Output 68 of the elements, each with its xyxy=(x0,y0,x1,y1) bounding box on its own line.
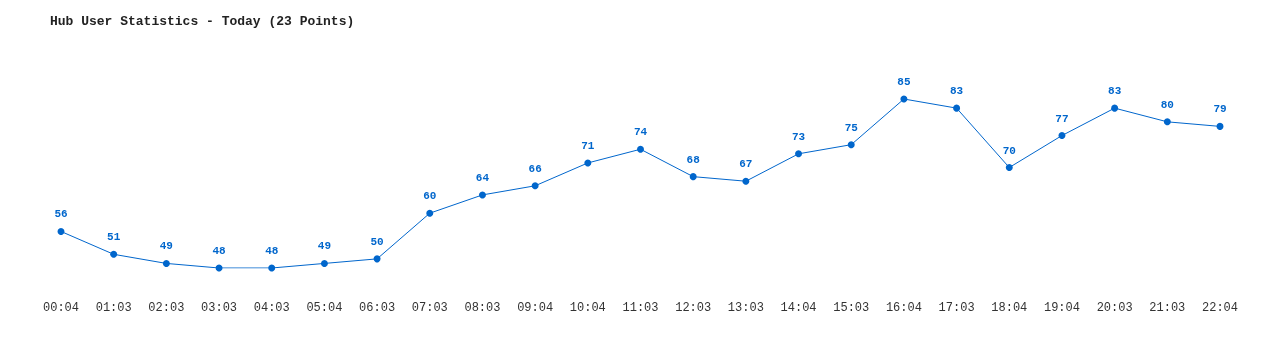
point xyxy=(110,250,118,258)
point xyxy=(57,227,65,235)
point xyxy=(1111,104,1119,112)
data-label: 50 xyxy=(370,235,384,248)
x-tick-label: 00:04 xyxy=(42,301,80,315)
x-tick-label: 14:04 xyxy=(780,301,817,315)
data-label: 80 xyxy=(1160,98,1174,111)
point xyxy=(162,259,170,267)
point xyxy=(320,259,328,267)
data-label: 75 xyxy=(844,121,859,134)
x-tick-label: 17:03 xyxy=(938,301,975,315)
x-tick-label: 10:04 xyxy=(569,301,606,315)
x-tick-label: 03:03 xyxy=(201,301,238,315)
x-tick-label: 07:03 xyxy=(411,301,448,315)
data-label: 67 xyxy=(739,158,753,171)
data-label: 79 xyxy=(1213,103,1227,116)
x-tick-label: 22:04 xyxy=(1201,301,1239,315)
chart-title: Hub User Statistics - Today (23 Points) xyxy=(50,14,355,29)
data-label: 64 xyxy=(475,171,490,184)
x-tick-label: 16:04 xyxy=(885,301,922,315)
point xyxy=(795,150,803,158)
data-label: 56 xyxy=(54,208,68,221)
x-tick-label: 08:03 xyxy=(464,301,501,315)
x-tick-label: 15:03 xyxy=(833,301,870,315)
x-tick-label: 11:03 xyxy=(622,301,659,315)
data-label: 77 xyxy=(1055,112,1069,125)
x-tick-label: 20:03 xyxy=(1096,301,1133,315)
x-tick-label: 09:04 xyxy=(517,301,554,315)
point xyxy=(373,255,381,263)
x-tick-label: 06:03 xyxy=(359,301,396,315)
point xyxy=(1216,122,1224,130)
data-label: 71 xyxy=(581,139,595,152)
data-label: 73 xyxy=(791,130,806,143)
data-label: 70 xyxy=(1002,144,1016,157)
point xyxy=(1058,132,1066,140)
data-label: 68 xyxy=(686,153,701,166)
data-label: 83 xyxy=(949,85,964,98)
x-tick-label: 21:03 xyxy=(1149,301,1186,315)
point xyxy=(1163,118,1171,126)
point xyxy=(268,264,276,272)
x-tick-label: 18:04 xyxy=(991,301,1028,315)
data-label: 60 xyxy=(423,190,437,203)
data-label: 66 xyxy=(528,162,542,175)
point xyxy=(531,182,539,190)
point xyxy=(847,141,855,149)
point xyxy=(953,104,961,112)
data-label: 48 xyxy=(212,245,227,257)
x-tick-label: 02:03 xyxy=(148,301,185,315)
data-label: 85 xyxy=(897,76,911,88)
point xyxy=(637,145,644,153)
x-tick-label: 19:04 xyxy=(1043,301,1080,315)
point xyxy=(478,191,486,199)
x-tick-label: 13:03 xyxy=(727,301,764,315)
x-tick-label: 05:04 xyxy=(306,301,343,315)
x-tick-label: 01:03 xyxy=(95,301,132,315)
data-label: 48 xyxy=(265,245,279,257)
data-label: 74 xyxy=(633,126,648,139)
point xyxy=(1005,164,1013,172)
point xyxy=(689,173,697,181)
data-label: 83 xyxy=(1108,85,1122,98)
x-tick-label: 04:03 xyxy=(253,301,290,315)
data-label: 51 xyxy=(107,231,121,244)
point xyxy=(584,159,592,167)
point xyxy=(742,177,750,185)
data-label: 49 xyxy=(317,240,332,253)
data-label: 49 xyxy=(159,240,173,253)
point xyxy=(426,209,434,217)
x-tick-label: 12:03 xyxy=(675,301,712,315)
